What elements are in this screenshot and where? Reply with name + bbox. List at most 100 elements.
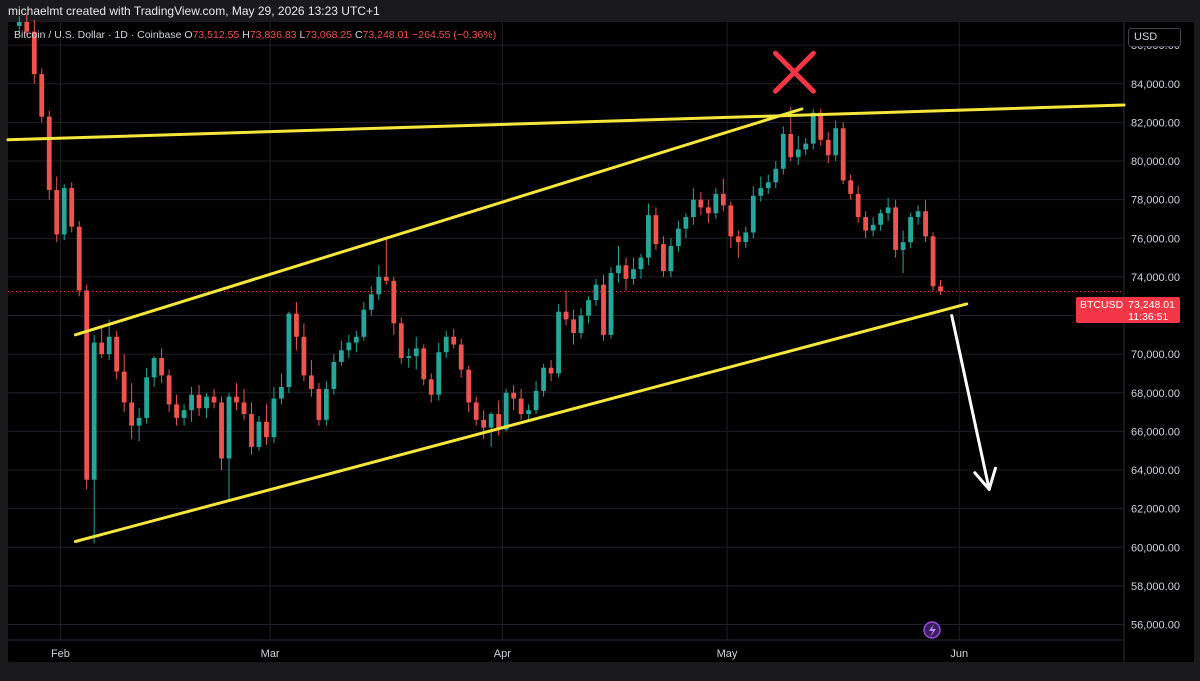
high-value: 73,836.83 <box>249 29 297 41</box>
candle-body <box>16 22 22 26</box>
candle-body <box>758 188 764 196</box>
candle-body <box>368 294 374 310</box>
candle-body <box>316 388 322 420</box>
candle-body <box>443 336 449 353</box>
time-tick-label: May <box>717 648 738 660</box>
candle-body <box>91 342 97 480</box>
candle-body <box>646 215 651 258</box>
candle <box>106 319 112 360</box>
candle <box>676 220 681 252</box>
candle <box>256 415 262 451</box>
candle <box>556 303 561 378</box>
candle <box>690 188 696 225</box>
candle <box>503 388 509 432</box>
price-tick-label: 74,000.00 <box>1131 272 1180 284</box>
price-tick-label: 56,000.00 <box>1131 620 1180 632</box>
candle-body <box>69 188 75 227</box>
candle-body <box>563 311 569 320</box>
down-arrow-icon <box>950 314 997 491</box>
candle <box>413 336 419 370</box>
candle <box>825 132 831 163</box>
cross-icon <box>772 50 816 94</box>
candle-body <box>436 352 442 395</box>
candle-body <box>211 396 217 403</box>
candle-body <box>234 396 239 403</box>
candle-body <box>780 134 786 169</box>
candle-body <box>271 398 277 438</box>
candle <box>563 290 569 326</box>
candle <box>908 213 913 248</box>
candle-body <box>294 313 299 337</box>
candle <box>234 383 239 411</box>
price-tag-symbol: BTCUSD <box>1080 299 1124 311</box>
candle <box>174 394 179 426</box>
currency-selector[interactable]: USD <box>1128 28 1181 47</box>
candle <box>601 274 606 341</box>
close-value: 73,248.01 <box>362 29 410 41</box>
candle-body <box>676 228 681 247</box>
price-axis: 86,000.0084,000.0082,000.0080,000.0078,0… <box>1131 40 1180 631</box>
candle <box>331 354 337 395</box>
candle-body <box>61 188 67 235</box>
candle <box>166 369 172 413</box>
last-price-tag: BTCUSD 73,248.01 11:36:51 <box>1076 297 1180 323</box>
candle-body <box>878 213 884 225</box>
open-value: 73,512.55 <box>192 29 240 41</box>
candle <box>294 302 299 351</box>
candle <box>466 365 472 413</box>
candle-body <box>870 224 876 231</box>
candle-body <box>159 358 164 376</box>
candle-body <box>421 348 427 380</box>
candle <box>391 276 397 335</box>
candle-body <box>638 257 644 270</box>
candle-body <box>99 342 105 355</box>
candle-body <box>249 414 254 447</box>
price-tick-label: 78,000.00 <box>1131 195 1180 207</box>
candle <box>346 334 352 359</box>
candle <box>181 404 187 426</box>
candle <box>91 334 97 544</box>
candle-body <box>174 404 179 418</box>
candle-body <box>106 336 112 355</box>
candle-body <box>219 402 224 459</box>
candle <box>481 410 487 440</box>
candle-body <box>54 190 60 235</box>
candle <box>31 20 37 84</box>
candle <box>338 340 344 366</box>
trendline-channel-upper <box>73 107 804 337</box>
candle <box>136 408 142 442</box>
candle-body <box>24 22 30 32</box>
candle-body <box>893 207 899 250</box>
candle-body <box>705 207 711 214</box>
candle <box>923 199 928 243</box>
candle <box>361 302 367 341</box>
candle-body <box>840 128 846 181</box>
candle <box>61 184 67 241</box>
candle <box>286 311 292 393</box>
candle <box>76 220 82 297</box>
candle <box>316 383 322 426</box>
candle-body <box>458 344 464 370</box>
candle <box>616 246 621 283</box>
time-tick-label: Apr <box>494 648 511 660</box>
candle-body <box>31 31 37 75</box>
time-tick-label: Mar <box>261 648 280 660</box>
candle <box>159 348 164 384</box>
candle <box>526 404 532 422</box>
price-tick-label: 58,000.00 <box>1131 581 1180 593</box>
candle-body <box>698 199 704 208</box>
candle-body <box>511 392 517 399</box>
candle-body <box>473 402 479 420</box>
candle <box>638 253 644 279</box>
candle-body <box>308 375 314 389</box>
candle-body <box>930 236 936 287</box>
candle-body <box>361 309 367 337</box>
candle-body <box>810 112 816 144</box>
candle <box>451 329 457 349</box>
candle <box>893 199 899 258</box>
candle-body <box>818 112 824 140</box>
candle <box>870 217 876 237</box>
candle <box>279 373 284 405</box>
candle-body <box>750 195 756 233</box>
